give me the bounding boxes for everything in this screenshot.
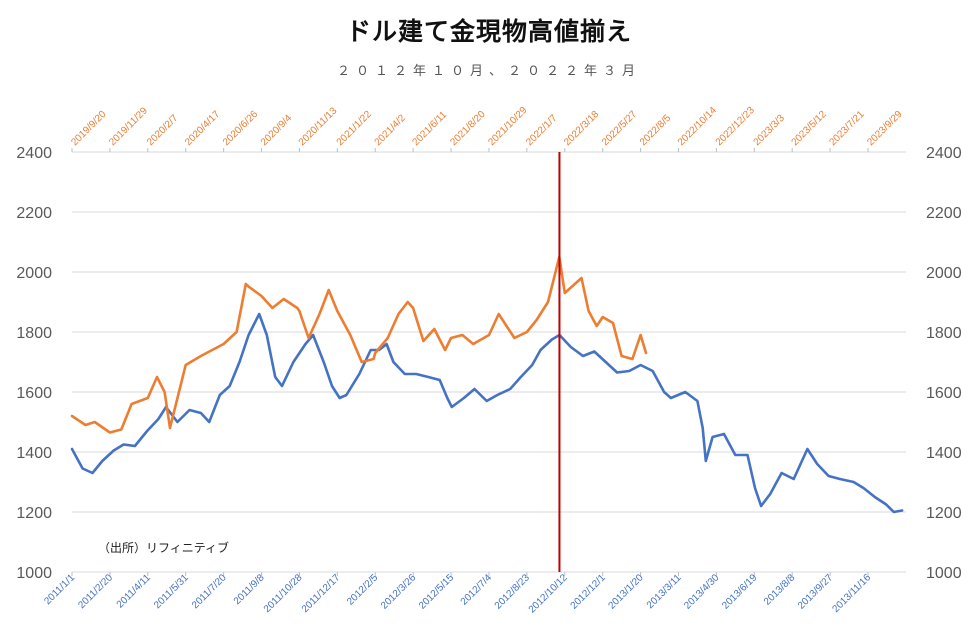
x-tick-label-top: 2022/8/5 — [638, 113, 674, 149]
x-tick-label-bottom: 2012/8/23 — [493, 572, 533, 612]
y-tick-label-left: 1800 — [16, 325, 52, 342]
y-tick-label-right: 1400 — [926, 445, 962, 462]
x-tick-label-bottom: 2012/7/4 — [459, 572, 495, 608]
x-tick-label-bottom: 2013/4/30 — [682, 572, 722, 612]
x-tick-label-bottom: 2012/3/26 — [379, 572, 419, 612]
y-tick-label-right: 2400 — [926, 145, 962, 162]
x-tick-label-top: 2022/12/23 — [714, 105, 757, 148]
x-tick-label-bottom: 2011/5/31 — [152, 572, 191, 611]
x-tick-label-top: 2023/5/12 — [790, 109, 830, 149]
x-tick-label-top: 2021/6/11 — [410, 109, 449, 148]
series-line-blue — [70, 312, 904, 514]
y-tick-label-left: 2400 — [16, 145, 52, 162]
x-tick-label-top: 2020/2/7 — [145, 113, 181, 149]
x-tick-label-bottom: 2011/7/20 — [190, 572, 229, 611]
x-tick-label-bottom: 2011/2/20 — [76, 572, 115, 611]
x-tick-label-bottom: 2011/10/28 — [262, 572, 305, 615]
bottom-x-axis: 2011/1/1 2011/2/20 2011/4/11 2011/5/31 2011/… — [42, 572, 873, 616]
x-tick-label-bottom: 2013/6/19 — [720, 572, 760, 612]
source-note: （出所）リフィニティブ — [98, 540, 229, 555]
x-tick-label-bottom: 2011/4/11 — [115, 572, 153, 610]
y-tick-label-right: 1200 — [926, 505, 962, 522]
x-tick-label-top: 2019/9/20 — [69, 109, 109, 149]
x-tick-label-bottom: 2012/10/12 — [527, 572, 570, 615]
x-tick-label-top: 2021/10/29 — [486, 105, 529, 148]
y-tick-label-left: 1200 — [16, 505, 52, 522]
x-tick-label-bottom: 2011/12/17 — [300, 572, 343, 615]
y-tick-label-left: 1000 — [16, 565, 52, 582]
x-tick-label-top: 2020/11/13 — [297, 105, 340, 148]
y-tick-label-right: 1600 — [926, 385, 962, 402]
x-tick-label-bottom: 2013/9/27 — [796, 572, 836, 612]
right-y-axis: 1000 1200 1400 1600 1800 2000 2200 2400 — [926, 145, 962, 582]
y-tick-label-right: 2000 — [926, 265, 962, 282]
y-tick-label-left: 2000 — [16, 265, 52, 282]
y-tick-label-left: 1600 — [16, 385, 52, 402]
gridlines — [72, 151, 906, 573]
x-tick-label-top: 2022/3/18 — [562, 109, 602, 149]
x-tick-label-top: 2020/4/17 — [183, 109, 223, 149]
x-tick-label-bottom: 2012/2/5 — [345, 572, 381, 608]
x-tick-label-bottom: 2013/3/11 — [645, 572, 684, 611]
x-tick-label-bottom: 2013/1/20 — [606, 572, 646, 612]
y-tick-label-right: 1000 — [926, 565, 962, 582]
left-y-axis: 1000 1200 1400 1600 1800 2000 2200 2400 — [16, 145, 52, 582]
x-tick-label-bottom: 2011/9/8 — [232, 572, 267, 607]
x-tick-label-top: 2022/10/14 — [676, 105, 719, 148]
y-tick-label-left: 1400 — [16, 445, 52, 462]
x-tick-label-bottom: 2012/12/1 — [569, 572, 609, 612]
chart-title: ドル建て金現物高値揃え — [345, 17, 632, 46]
x-tick-label-top: 2022/5/27 — [600, 109, 640, 149]
x-tick-label-top: 2022/1/7 — [524, 113, 560, 149]
x-tick-label-top: 2021/1/22 — [335, 109, 375, 149]
x-tick-label-top: 2023/7/21 — [827, 109, 867, 149]
chart-subtitle: ２０１２年１０月、２０２２年３月 — [336, 64, 641, 79]
x-tick-label-top: 2021/4/2 — [373, 113, 409, 149]
x-tick-label-top: 2020/6/26 — [221, 109, 261, 149]
series-line-orange — [70, 255, 648, 434]
y-tick-label-right: 2200 — [926, 205, 962, 222]
x-tick-label-top: 2020/9/4 — [259, 113, 295, 149]
x-tick-label-top: 2019/11/29 — [107, 105, 150, 148]
series-lines — [70, 255, 904, 514]
x-tick-label-bottom: 2013/11/16 — [830, 572, 873, 615]
y-tick-label-right: 1800 — [926, 325, 962, 342]
y-tick-label-left: 2200 — [16, 205, 52, 222]
x-tick-label-top: 2023/3/3 — [752, 113, 788, 149]
x-tick-label-top: 2023/9/29 — [865, 109, 905, 149]
x-tick-label-top: 2021/8/20 — [448, 109, 488, 149]
x-tick-label-bottom: 2013/8/8 — [762, 572, 798, 608]
x-tick-label-bottom: 2012/5/15 — [417, 572, 457, 612]
